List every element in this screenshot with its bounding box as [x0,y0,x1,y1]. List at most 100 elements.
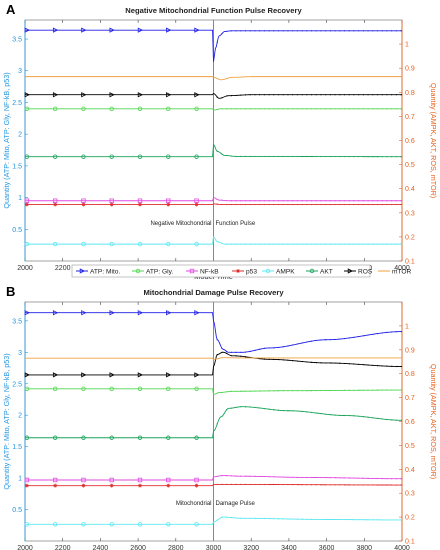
series-point [292,30,294,32]
series-marker [166,241,171,247]
series-point [287,243,289,245]
y-tick-label-right: 1 [405,42,409,49]
series-point [221,516,223,518]
series-point [339,243,341,245]
series-line [25,483,402,487]
series-point [306,361,308,363]
series-point [334,203,336,206]
series-akt [24,143,402,159]
series-ampk [24,236,402,247]
series-point [395,94,397,96]
series-point [372,156,374,158]
series-point [301,342,303,344]
series-point [325,94,327,96]
legend-box [71,264,371,278]
series-point [244,390,247,392]
series-marker [24,198,30,203]
series-point [296,155,298,158]
series-point [259,348,261,350]
series-point [315,412,317,414]
series-point [367,108,369,110]
series-point [310,243,313,245]
series-point [282,30,284,32]
series-marker [81,435,86,440]
series-point [240,483,242,486]
series-point [292,476,294,478]
series-point [358,519,360,521]
series-point [254,349,256,351]
series-point [235,475,237,477]
series-point [376,200,379,202]
series-point [226,391,228,393]
series-point [320,339,322,341]
series-point [381,418,383,420]
series-point [372,108,374,110]
series-point [320,30,322,32]
series-point [306,243,308,245]
series-point [376,108,379,110]
series-point [240,155,242,158]
series-point [391,484,393,486]
series-point [306,94,308,96]
series-point [301,30,303,32]
series-marker [109,372,115,378]
x-tick-label: 3800 [357,545,373,550]
series-point [277,483,280,486]
series-point [329,518,331,521]
series-point [329,389,331,392]
series-point [367,94,369,96]
series-point [301,200,303,202]
series-point [381,519,383,521]
series-point [292,155,294,158]
series-point [263,475,265,478]
series-marker [81,27,87,33]
series-point [376,484,379,486]
series-point [230,517,233,519]
series-point [353,155,355,158]
series-point [391,94,393,96]
series-point [292,360,294,362]
series-point [315,30,317,32]
series-point [282,108,284,110]
series-line [25,406,403,439]
series-marker [137,106,143,111]
series-point [353,243,355,245]
series-marker [52,522,58,527]
series-point [249,30,251,32]
series-point [391,200,393,202]
series-point [301,94,303,96]
y-axis-label-left: Quantity (ATP: Mito, ATP: Gly, NF-kB, p5… [2,353,11,489]
series-marker [81,198,86,203]
series-point [339,30,341,32]
series-point [381,243,383,245]
series-point [216,96,218,98]
series-marker [53,202,58,207]
y-tick-label-right: 0.3 [405,210,415,217]
series-point [386,365,388,367]
series-point [325,203,327,206]
series-point [320,389,322,392]
series-point [310,390,313,392]
series-point [263,407,265,410]
series-point [287,476,289,478]
series-point [372,389,374,391]
series-point [376,156,379,158]
series-point [329,362,331,364]
series-point [292,390,294,392]
series-point [306,411,308,413]
series-point [329,200,331,202]
series-point [240,517,242,519]
series-marker [137,477,143,483]
series-point [277,94,280,96]
series-point [376,519,379,521]
series-point [343,337,346,340]
series-point [358,203,360,206]
series-point [235,351,237,353]
series-point [249,390,251,392]
series-point [221,391,223,394]
series-point [320,484,322,486]
series-point [310,411,313,414]
series-point [310,108,313,110]
y-tick-label-right: 0.7 [405,114,415,121]
